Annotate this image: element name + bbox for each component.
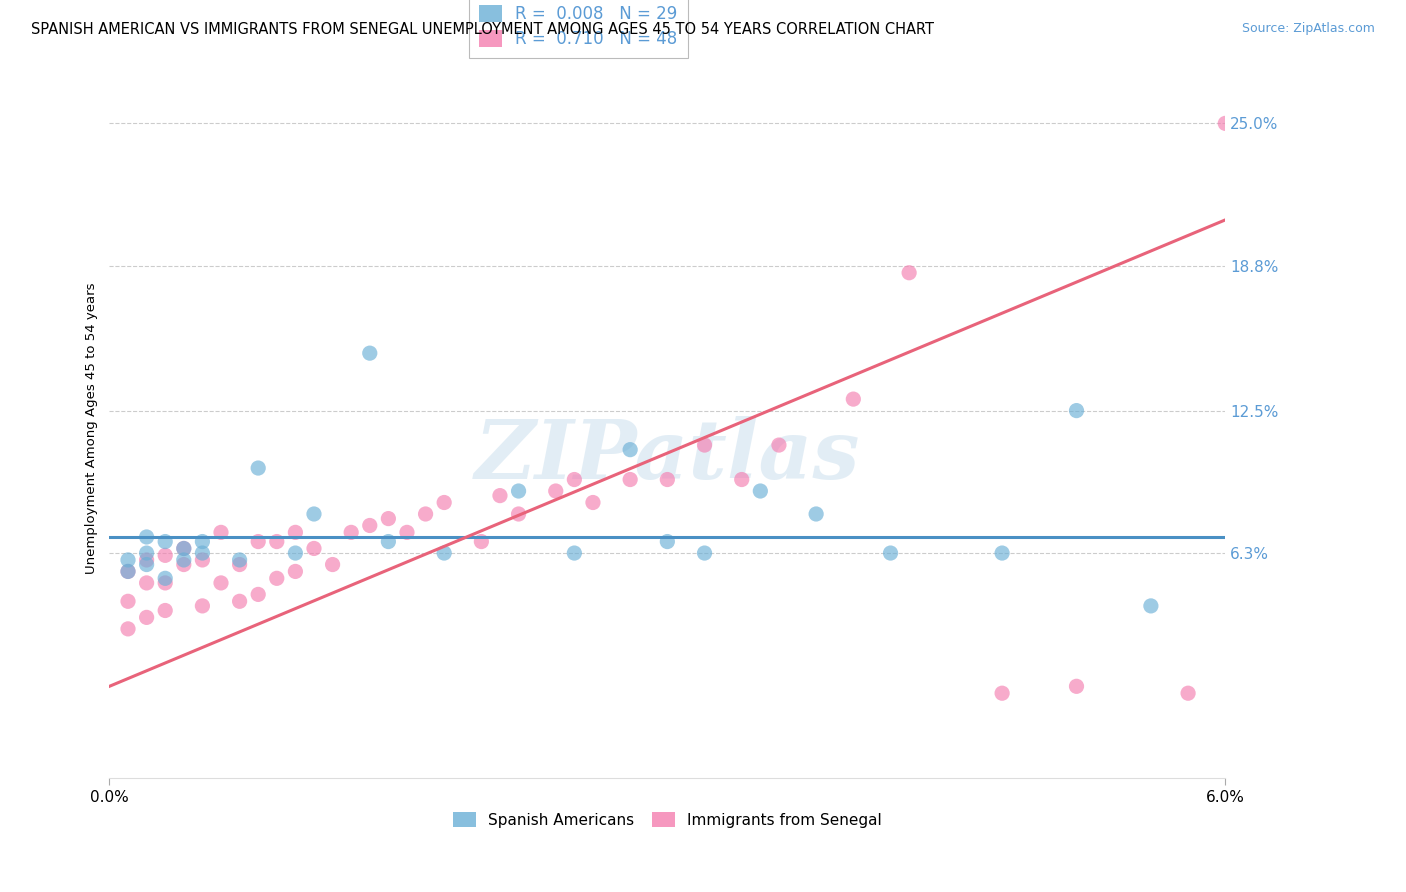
Point — [191, 553, 214, 567]
Point — [135, 576, 157, 591]
Point — [117, 553, 139, 567]
Text: SPANISH AMERICAN VS IMMIGRANTS FROM SENEGAL UNEMPLOYMENT AMONG AGES 45 TO 54 YEA: SPANISH AMERICAN VS IMMIGRANTS FROM SENE… — [31, 22, 934, 37]
Point — [135, 546, 157, 560]
Point — [191, 599, 214, 613]
Point — [879, 546, 901, 560]
Point — [191, 546, 214, 560]
Point — [266, 571, 288, 585]
Point — [340, 525, 363, 540]
Point — [209, 576, 232, 591]
Point — [284, 525, 307, 540]
Point — [489, 489, 512, 503]
Point — [173, 541, 195, 556]
Point — [359, 346, 381, 360]
Point — [619, 473, 641, 487]
Point — [228, 558, 250, 572]
Point — [508, 507, 530, 521]
Point — [804, 507, 827, 521]
Point — [564, 546, 586, 560]
Legend: Spanish Americans, Immigrants from Senegal: Spanish Americans, Immigrants from Seneg… — [447, 805, 889, 834]
Point — [117, 565, 139, 579]
Point — [153, 571, 176, 585]
Point — [191, 534, 214, 549]
Point — [135, 610, 157, 624]
Point — [395, 525, 418, 540]
Point — [749, 483, 772, 498]
Text: Source: ZipAtlas.com: Source: ZipAtlas.com — [1241, 22, 1375, 36]
Point — [302, 541, 325, 556]
Point — [433, 495, 456, 509]
Point — [433, 546, 456, 560]
Point — [284, 546, 307, 560]
Point — [377, 511, 399, 525]
Point — [228, 553, 250, 567]
Point — [266, 534, 288, 549]
Point — [377, 534, 399, 549]
Point — [991, 686, 1014, 700]
Point — [1066, 403, 1088, 417]
Y-axis label: Unemployment Among Ages 45 to 54 years: Unemployment Among Ages 45 to 54 years — [86, 282, 98, 574]
Point — [284, 565, 307, 579]
Point — [693, 438, 716, 452]
Point — [247, 461, 270, 475]
Point — [153, 576, 176, 591]
Point — [359, 518, 381, 533]
Point — [657, 473, 679, 487]
Point — [619, 442, 641, 457]
Point — [564, 473, 586, 487]
Point — [228, 594, 250, 608]
Point — [322, 558, 344, 572]
Point — [135, 553, 157, 567]
Point — [508, 483, 530, 498]
Point — [1177, 686, 1199, 700]
Point — [135, 530, 157, 544]
Point — [415, 507, 437, 521]
Point — [544, 483, 567, 498]
Point — [117, 594, 139, 608]
Point — [842, 392, 865, 406]
Point — [247, 534, 270, 549]
Point — [173, 553, 195, 567]
Point — [135, 558, 157, 572]
Point — [173, 558, 195, 572]
Point — [1066, 679, 1088, 693]
Point — [768, 438, 790, 452]
Point — [153, 549, 176, 563]
Point — [302, 507, 325, 521]
Point — [173, 541, 195, 556]
Point — [1140, 599, 1163, 613]
Text: ZIPatlas: ZIPatlas — [475, 416, 860, 496]
Point — [582, 495, 605, 509]
Point — [693, 546, 716, 560]
Point — [117, 565, 139, 579]
Point — [153, 603, 176, 617]
Point — [117, 622, 139, 636]
Point — [731, 473, 754, 487]
Point — [991, 546, 1014, 560]
Point — [247, 587, 270, 601]
Point — [898, 266, 921, 280]
Point — [470, 534, 492, 549]
Point — [1213, 116, 1236, 130]
Point — [153, 534, 176, 549]
Point — [657, 534, 679, 549]
Point — [209, 525, 232, 540]
